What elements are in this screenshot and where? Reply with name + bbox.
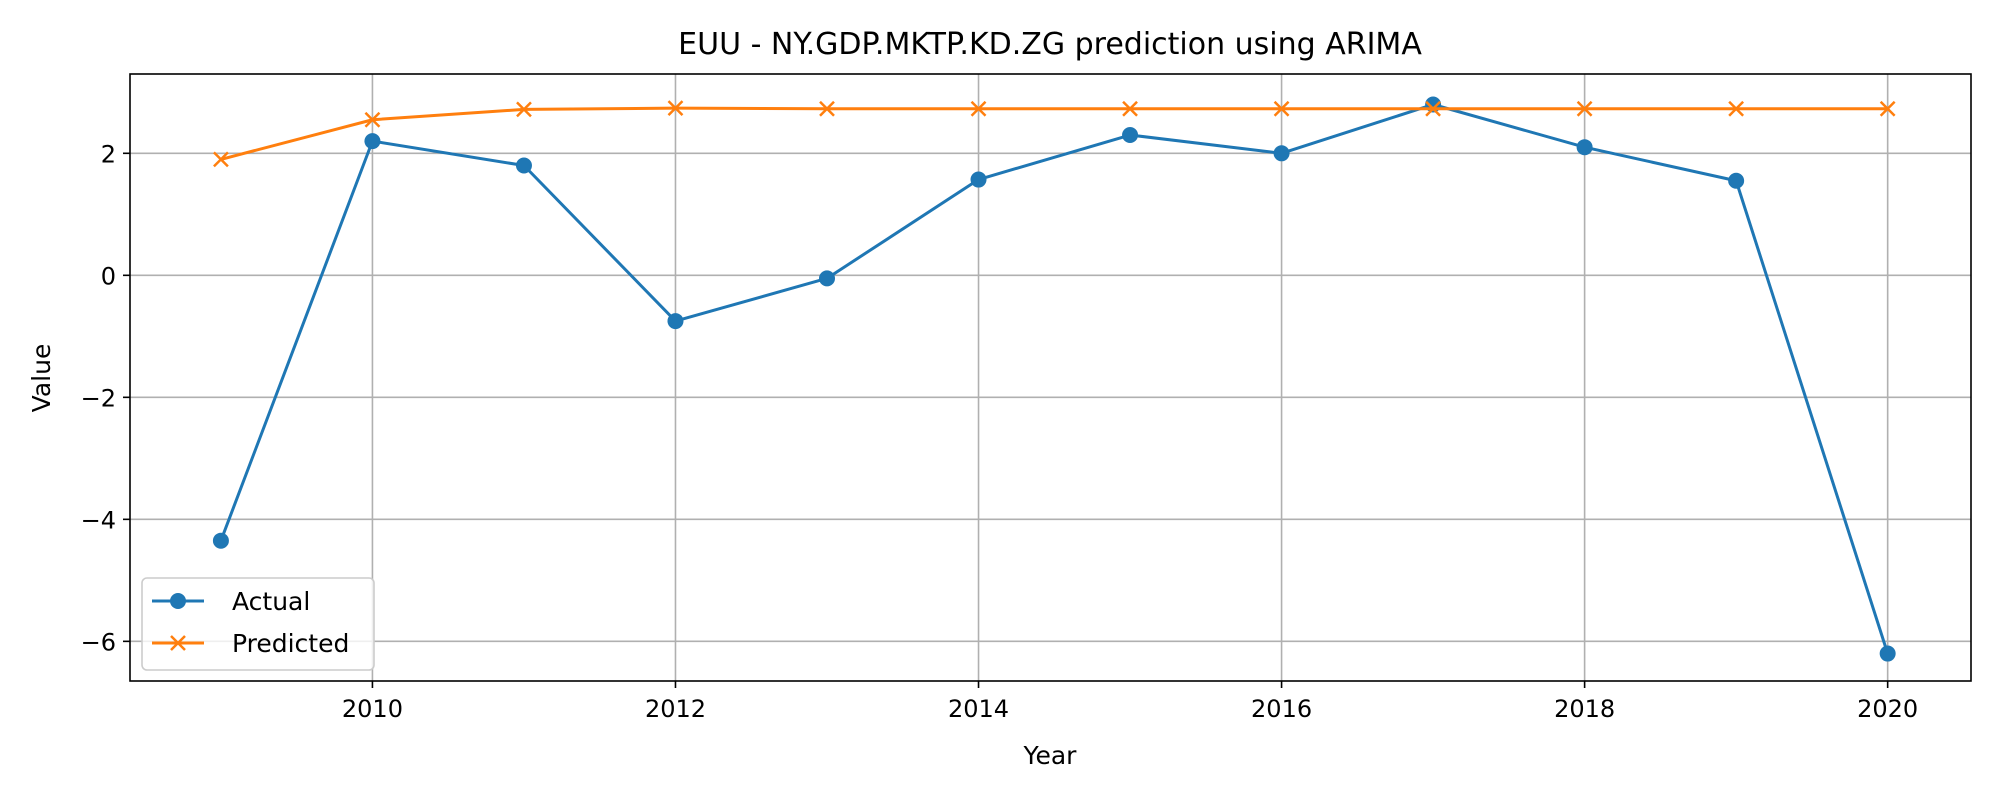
data-point-predicted bbox=[667, 100, 684, 117]
data-point-actual bbox=[1879, 645, 1896, 662]
y-tick-label: −2 bbox=[81, 384, 116, 412]
data-point-predicted bbox=[1425, 100, 1441, 117]
data-point-predicted bbox=[1122, 100, 1138, 117]
data-point-actual bbox=[819, 270, 836, 287]
data-point-predicted bbox=[1879, 100, 1896, 117]
axis-ticks: 2010 2012 2014 2016 2018 2020 −6 −4 −2 0 2 bbox=[81, 140, 1919, 723]
plot-frame bbox=[129, 73, 1972, 682]
data-point-predicted bbox=[213, 151, 229, 168]
grid-lines bbox=[130, 74, 1971, 681]
y-axis-label: Value bbox=[27, 344, 56, 413]
series-line-actual bbox=[219, 103, 1890, 655]
chart-title: EUU - NY.GDP.MKTP.KD.ZG prediction using… bbox=[678, 27, 1422, 62]
series-layer bbox=[212, 96, 1896, 662]
x-tick-label: 2010 bbox=[342, 695, 403, 723]
data-point-actual bbox=[667, 313, 684, 330]
data-point-predicted bbox=[364, 111, 381, 128]
y-tick-label: −6 bbox=[81, 628, 116, 656]
data-point-predicted bbox=[970, 100, 987, 117]
legend-actual-marker bbox=[170, 593, 186, 609]
data-point-predicted bbox=[1576, 100, 1593, 117]
legend-predicted-marker bbox=[170, 635, 186, 651]
data-point-predicted bbox=[819, 100, 835, 117]
x-tick-label: 2014 bbox=[948, 695, 1009, 723]
data-point-actual bbox=[212, 532, 229, 549]
x-tick-label: 2016 bbox=[1251, 695, 1312, 723]
data-point-actual bbox=[1728, 172, 1745, 189]
data-point-actual bbox=[970, 171, 987, 188]
data-point-predicted bbox=[1273, 100, 1290, 117]
x-tick-label: 2012 bbox=[645, 695, 706, 723]
series-line-predicted bbox=[220, 106, 1888, 161]
data-point-actual bbox=[364, 133, 381, 150]
legend-predicted-label: Predicted bbox=[232, 629, 349, 658]
legend-actual-label: Actual bbox=[232, 587, 310, 616]
data-point-predicted bbox=[1728, 100, 1745, 117]
legend: Actual Predicted bbox=[141, 577, 375, 671]
data-point-actual bbox=[1122, 127, 1139, 144]
data-point-actual bbox=[515, 157, 532, 174]
y-tick-label: −4 bbox=[81, 506, 116, 534]
x-tick-label: 2020 bbox=[1857, 695, 1918, 723]
data-point-actual bbox=[1576, 139, 1593, 156]
data-point-actual bbox=[1273, 145, 1290, 162]
y-tick-label: 0 bbox=[101, 262, 116, 290]
x-tick-label: 2018 bbox=[1554, 695, 1615, 723]
x-axis-label: Year bbox=[1023, 741, 1078, 770]
data-point-predicted bbox=[516, 101, 532, 118]
y-tick-label: 2 bbox=[101, 140, 116, 168]
